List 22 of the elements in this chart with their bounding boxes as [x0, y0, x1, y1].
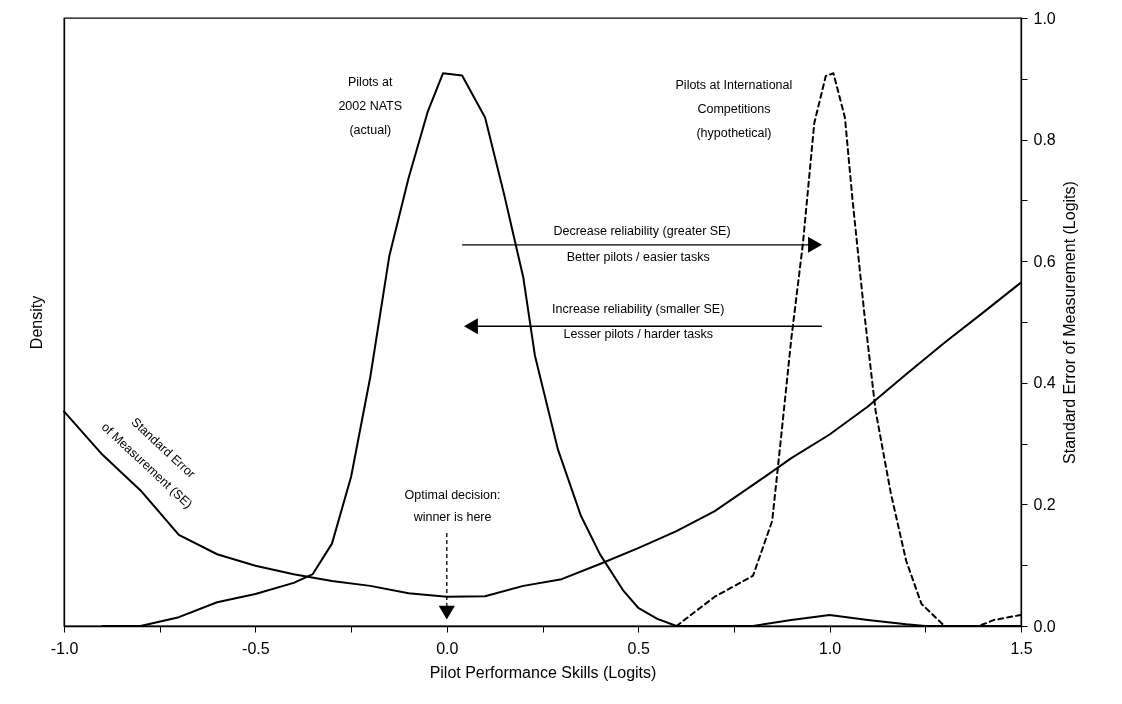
x-tick-label: 0.0 [436, 639, 459, 657]
annotation: Increase reliability (smaller SE) [552, 301, 725, 316]
x-tick-label: 0.5 [627, 639, 650, 657]
y2-tick-label: 0.4 [1033, 374, 1056, 392]
y2-tick-label: 0.8 [1033, 131, 1056, 149]
annotation: Optimal decision: winner is here [404, 488, 501, 525]
y-axis-title: Density [27, 295, 45, 350]
y2-tick-label: 0.0 [1033, 617, 1056, 635]
series-label: Pilots at 2002 NATS (actual) [338, 74, 403, 137]
y2-tick-label: 1.0 [1033, 9, 1056, 27]
annotation: Lesser pilots / harder tasks [563, 327, 713, 342]
x-tick-label: -0.5 [242, 639, 270, 657]
y2-tick-label: 0.6 [1033, 252, 1056, 270]
annotation: Better pilots / easier tasks [566, 249, 710, 264]
x-tick-label: -1.0 [50, 639, 79, 657]
x-tick-label: 1.0 [818, 639, 842, 657]
x-axis-title: Pilot Performance Skills (Logits) [429, 663, 657, 681]
annotation: Decrease reliability (greater SE) [553, 223, 731, 238]
x-tick-label: 1.5 [1010, 639, 1033, 657]
series-label: Pilots at International Competitions (hypothetical) [675, 77, 793, 140]
y2-axis-title: Standard Error of Measurement (Logits) [1060, 181, 1078, 464]
y2-tick-label: 0.2 [1033, 495, 1056, 513]
